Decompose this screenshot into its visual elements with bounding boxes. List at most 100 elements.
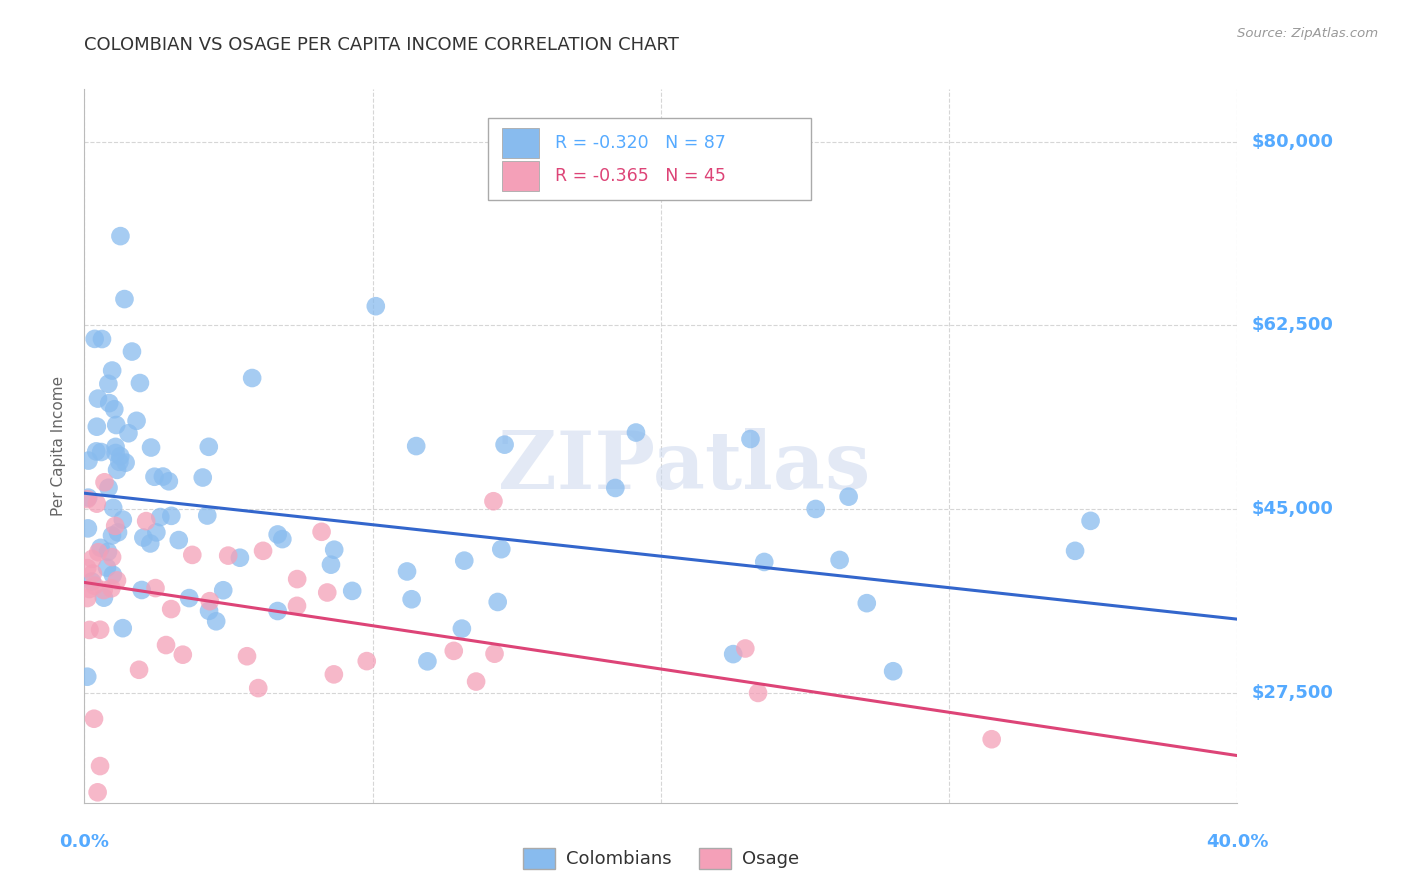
Point: [97, 376, 120, 391]
Text: $62,500: $62,500: [1251, 317, 1333, 334]
Point: [356, 654, 378, 668]
Point: [87, 545, 110, 559]
Point: [107, 525, 129, 540]
Legend: Colombians, Osage: Colombians, Osage: [516, 840, 806, 876]
Point: [247, 681, 270, 695]
Point: [132, 531, 155, 545]
Point: [96, 560, 118, 574]
Point: [97, 481, 120, 495]
Point: [155, 638, 177, 652]
Point: [111, 513, 134, 527]
Point: [135, 514, 157, 528]
Point: [855, 596, 877, 610]
Point: [484, 647, 506, 661]
Point: [101, 363, 124, 377]
Point: [465, 674, 488, 689]
Text: R = -0.320   N = 87: R = -0.320 N = 87: [555, 135, 725, 153]
Point: [79, 582, 101, 596]
Point: [491, 542, 513, 557]
Point: [101, 550, 124, 565]
Text: $80,000: $80,000: [1251, 133, 1333, 151]
Point: [104, 519, 127, 533]
Point: [104, 440, 127, 454]
Point: [89, 623, 111, 637]
Point: [83, 712, 105, 726]
Text: $27,500: $27,500: [1251, 683, 1333, 702]
Point: [453, 554, 475, 568]
Point: [139, 536, 162, 550]
Point: [139, 441, 162, 455]
Point: [145, 581, 167, 595]
Point: [149, 510, 172, 524]
Point: [316, 585, 339, 599]
Point: [205, 615, 228, 629]
Point: [76, 591, 98, 605]
Point: [103, 500, 125, 515]
Point: [131, 582, 153, 597]
Point: [101, 567, 124, 582]
Point: [93, 475, 115, 490]
Point: [1080, 514, 1102, 528]
Point: [129, 376, 152, 390]
Bar: [502, 161, 538, 191]
Point: [103, 402, 125, 417]
Point: [195, 508, 218, 523]
Point: [340, 583, 363, 598]
Point: [89, 759, 111, 773]
Point: [443, 644, 465, 658]
Point: [114, 456, 136, 470]
Point: [838, 490, 860, 504]
Point: [83, 579, 105, 593]
Point: [76, 492, 98, 507]
Text: Source: ZipAtlas.com: Source: ZipAtlas.com: [1237, 27, 1378, 40]
Point: [266, 527, 288, 541]
Point: [105, 417, 128, 432]
Point: [828, 553, 851, 567]
Point: [319, 558, 342, 572]
Point: [734, 641, 756, 656]
Point: [108, 455, 131, 469]
Point: [252, 544, 274, 558]
Point: [198, 604, 221, 618]
Point: [236, 649, 259, 664]
Point: [494, 437, 516, 451]
Point: [90, 445, 112, 459]
Point: [405, 439, 427, 453]
Bar: [502, 128, 538, 159]
Point: [181, 548, 204, 562]
Point: [86, 497, 108, 511]
Point: [167, 533, 190, 547]
Point: [482, 494, 505, 508]
Point: [605, 481, 627, 495]
Text: $45,000: $45,000: [1251, 500, 1333, 518]
Point: [128, 663, 150, 677]
Point: [395, 565, 418, 579]
Point: [266, 604, 288, 618]
Point: [93, 591, 115, 605]
Point: [145, 525, 167, 540]
Point: [754, 555, 776, 569]
Point: [271, 532, 294, 546]
Point: [451, 622, 474, 636]
Point: [323, 542, 346, 557]
Point: [198, 594, 221, 608]
Point: [121, 344, 143, 359]
Point: [160, 602, 183, 616]
Point: [77, 453, 100, 467]
Point: [143, 469, 166, 483]
Point: [125, 414, 148, 428]
Point: [101, 528, 124, 542]
Point: [322, 667, 344, 681]
Point: [172, 648, 194, 662]
Text: 40.0%: 40.0%: [1206, 833, 1268, 851]
Point: [486, 595, 509, 609]
Text: COLOMBIAN VS OSAGE PER CAPITA INCOME CORRELATION CHART: COLOMBIAN VS OSAGE PER CAPITA INCOME COR…: [84, 36, 679, 54]
Point: [197, 440, 219, 454]
Text: 0.0%: 0.0%: [59, 833, 110, 851]
Point: [82, 552, 104, 566]
Point: [77, 491, 100, 505]
Point: [217, 549, 239, 563]
Point: [79, 623, 101, 637]
Y-axis label: Per Capita Income: Per Capita Income: [51, 376, 66, 516]
Text: R = -0.365   N = 45: R = -0.365 N = 45: [555, 168, 725, 186]
